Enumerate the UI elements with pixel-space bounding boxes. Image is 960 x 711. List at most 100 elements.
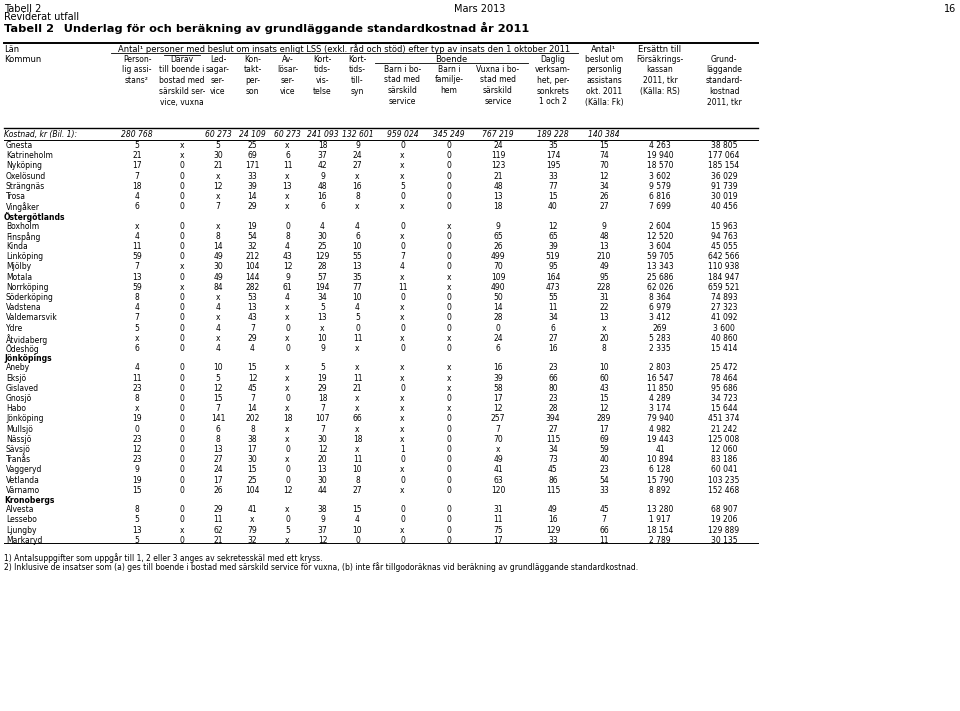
Text: 18: 18: [132, 182, 142, 191]
Text: Kommun: Kommun: [4, 55, 41, 63]
Text: 9: 9: [134, 466, 139, 474]
Text: 48: 48: [493, 182, 503, 191]
Text: 19 206: 19 206: [710, 515, 737, 524]
Text: 5: 5: [285, 525, 290, 535]
Text: 16: 16: [548, 515, 558, 524]
Text: 16: 16: [318, 192, 327, 201]
Text: x: x: [180, 141, 184, 150]
Text: 0: 0: [180, 252, 184, 261]
Text: Kostnad, kr (Bil. 1):: Kostnad, kr (Bil. 1):: [4, 130, 77, 139]
Text: 15: 15: [248, 363, 257, 373]
Text: 33: 33: [599, 486, 609, 495]
Text: 0: 0: [180, 222, 184, 230]
Text: 0: 0: [180, 515, 184, 524]
Text: 22: 22: [599, 303, 609, 312]
Text: 54: 54: [599, 476, 609, 485]
Text: 13: 13: [282, 182, 292, 191]
Text: 3 604: 3 604: [649, 242, 671, 251]
Text: 3 600: 3 600: [713, 324, 735, 333]
Text: 0: 0: [446, 151, 451, 160]
Text: 19 940: 19 940: [647, 151, 673, 160]
Text: 15: 15: [248, 466, 257, 474]
Text: x: x: [400, 333, 405, 343]
Text: x: x: [134, 404, 139, 413]
Text: 7: 7: [320, 424, 324, 434]
Text: 25: 25: [248, 476, 257, 485]
Text: 5: 5: [134, 515, 139, 524]
Text: 33: 33: [248, 171, 257, 181]
Text: 0: 0: [446, 536, 451, 545]
Text: 202: 202: [246, 415, 260, 423]
Text: x: x: [400, 486, 405, 495]
Text: 29: 29: [213, 505, 223, 514]
Text: 0: 0: [446, 293, 451, 302]
Text: 0: 0: [446, 324, 451, 333]
Text: 104: 104: [245, 262, 260, 272]
Text: 0: 0: [285, 344, 290, 353]
Text: 18: 18: [283, 415, 292, 423]
Text: 32: 32: [248, 242, 257, 251]
Text: Boende: Boende: [436, 55, 468, 63]
Text: x: x: [400, 303, 405, 312]
Text: 12: 12: [213, 182, 223, 191]
Text: x: x: [602, 324, 607, 333]
Text: 13: 13: [599, 242, 609, 251]
Text: 5 283: 5 283: [649, 333, 671, 343]
Text: 12: 12: [248, 373, 257, 383]
Text: 5: 5: [134, 324, 139, 333]
Text: 5: 5: [216, 141, 221, 150]
Text: 24: 24: [493, 333, 503, 343]
Text: 27: 27: [352, 486, 362, 495]
Text: 66: 66: [352, 415, 362, 423]
Text: 11: 11: [352, 455, 362, 464]
Text: 43: 43: [282, 252, 293, 261]
Text: 8: 8: [251, 424, 254, 434]
Text: 345 249: 345 249: [433, 130, 465, 139]
Text: 13: 13: [213, 445, 223, 454]
Text: 0: 0: [446, 141, 451, 150]
Text: 20: 20: [599, 333, 609, 343]
Text: 6 979: 6 979: [649, 303, 671, 312]
Text: 10: 10: [352, 525, 362, 535]
Text: Jönköping: Jönköping: [6, 415, 43, 423]
Text: 37: 37: [318, 525, 327, 535]
Text: 194: 194: [315, 283, 329, 292]
Text: 23: 23: [548, 363, 558, 373]
Text: x: x: [446, 404, 451, 413]
Text: 0: 0: [446, 192, 451, 201]
Text: 7 699: 7 699: [649, 202, 671, 211]
Text: 10: 10: [352, 466, 362, 474]
Text: 0: 0: [180, 232, 184, 241]
Text: 61: 61: [282, 283, 292, 292]
Text: 210: 210: [597, 252, 612, 261]
Text: Markaryd: Markaryd: [6, 536, 42, 545]
Text: 0: 0: [400, 293, 405, 302]
Text: x: x: [400, 161, 405, 171]
Text: 4 982: 4 982: [649, 424, 671, 434]
Text: 9: 9: [320, 171, 324, 181]
Text: 60 273: 60 273: [204, 130, 231, 139]
Text: 30: 30: [248, 455, 257, 464]
Text: x: x: [446, 373, 451, 383]
Text: 59: 59: [132, 283, 142, 292]
Text: 4: 4: [320, 222, 324, 230]
Text: 0: 0: [180, 476, 184, 485]
Text: 14: 14: [213, 242, 223, 251]
Text: 12: 12: [213, 384, 223, 392]
Text: Led-
sagar-
ser-
vice: Led- sagar- ser- vice: [206, 55, 230, 96]
Text: 41 092: 41 092: [710, 314, 737, 322]
Text: 27: 27: [599, 202, 609, 211]
Text: 4: 4: [216, 303, 221, 312]
Text: 4: 4: [216, 344, 221, 353]
Text: 94 763: 94 763: [710, 232, 737, 241]
Text: Tabell 2  Underlag för och beräkning av grundläggande standardkostnad år 2011: Tabell 2 Underlag för och beräkning av g…: [4, 22, 529, 34]
Text: 8: 8: [285, 232, 290, 241]
Text: 11 850: 11 850: [647, 384, 673, 392]
Text: 24: 24: [213, 466, 223, 474]
Text: Sävsjö: Sävsjö: [6, 445, 31, 454]
Text: 60 273: 60 273: [275, 130, 300, 139]
Text: 38: 38: [318, 505, 327, 514]
Text: 29: 29: [318, 384, 327, 392]
Text: 5: 5: [400, 182, 405, 191]
Text: Trosa: Trosa: [6, 192, 26, 201]
